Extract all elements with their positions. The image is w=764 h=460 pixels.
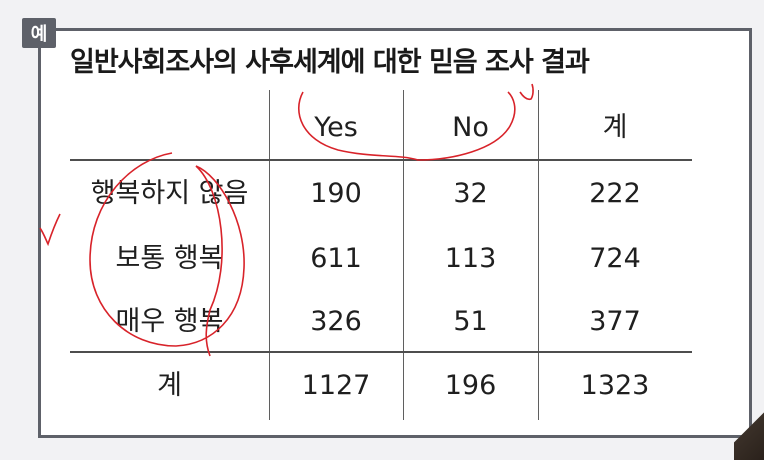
table-cell: 724 [589,243,641,274]
header-rule [70,159,692,161]
table-cell: 190 [310,178,362,209]
row-label: 보통 행복 [115,243,224,274]
table-divider [403,90,404,420]
total-rule [70,351,692,353]
table-cell: 32 [453,178,488,209]
table-divider [538,90,539,420]
table-cell: 377 [589,306,641,337]
column-header-total: 계 [602,112,628,143]
table-cell: 326 [310,306,362,337]
table-cell: 113 [444,243,497,274]
example-badge: 예 [22,18,56,48]
total-row-label: 계 [157,370,182,401]
table-cell: 51 [453,306,488,337]
video-corner-overlay [734,410,764,460]
column-header-yes: Yes [314,112,358,143]
table-cell: 222 [589,178,641,209]
total-cell: 1323 [580,370,650,401]
total-cell: 1127 [301,370,371,401]
row-label: 행복하지 않음 [90,178,249,209]
table-cell: 611 [310,243,362,274]
column-header-no: No [452,112,489,143]
page-title: 일반사회조사의 사후세계에 대한 믿음 조사 결과 [70,47,590,78]
table-divider [269,90,270,420]
row-label: 매우 행복 [115,306,224,337]
total-cell: 196 [444,370,497,401]
